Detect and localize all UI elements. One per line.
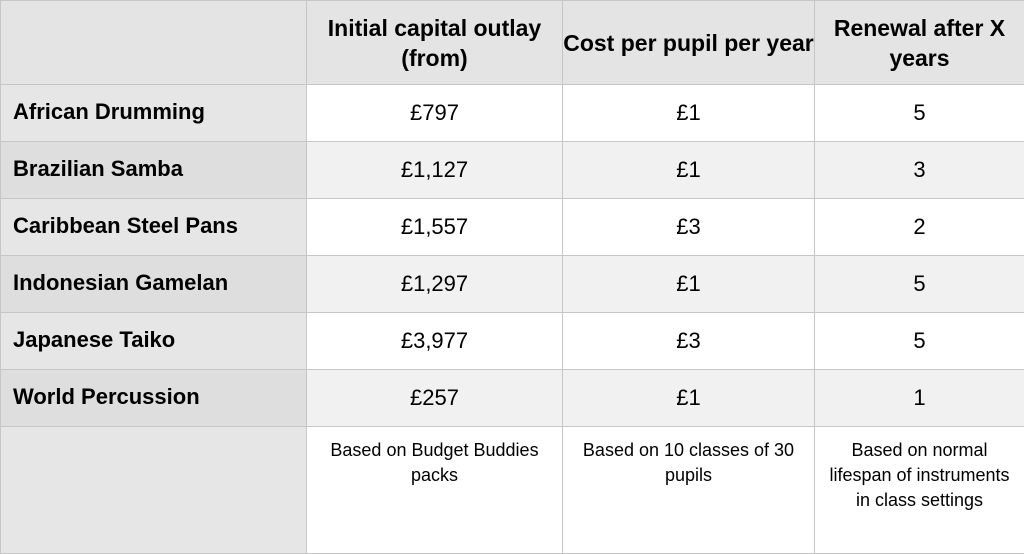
- capital-outlay-cell: £1,557: [307, 199, 563, 256]
- cost-per-pupil-note: Based on 10 classes of 30 pupils: [563, 427, 815, 554]
- column-header-cost-per-pupil: Cost per pupil per year: [563, 1, 815, 85]
- table-row: African Drumming £797 £1 5: [1, 85, 1024, 142]
- row-label: Indonesian Gamelan: [1, 256, 307, 313]
- column-header-capital-outlay: Initial capital outlay (from): [307, 1, 563, 85]
- renewal-cell: 2: [815, 199, 1024, 256]
- capital-outlay-note: Based on Budget Buddies packs: [307, 427, 563, 554]
- renewal-cell: 3: [815, 142, 1024, 199]
- table-row: Brazilian Samba £1,127 £1 3: [1, 142, 1024, 199]
- row-label: Brazilian Samba: [1, 142, 307, 199]
- notes-row: Based on Budget Buddies packs Based on 1…: [1, 427, 1024, 554]
- row-label: African Drumming: [1, 85, 307, 142]
- renewal-note: Based on normal lifespan of instruments …: [815, 427, 1024, 554]
- cost-per-pupil-cell: £1: [563, 370, 815, 427]
- row-label: Japanese Taiko: [1, 313, 307, 370]
- capital-outlay-cell: £3,977: [307, 313, 563, 370]
- cost-per-pupil-cell: £1: [563, 85, 815, 142]
- renewal-cell: 1: [815, 370, 1024, 427]
- cost-per-pupil-cell: £1: [563, 256, 815, 313]
- row-label: World Percussion: [1, 370, 307, 427]
- table-row: Caribbean Steel Pans £1,557 £3 2: [1, 199, 1024, 256]
- renewal-cell: 5: [815, 85, 1024, 142]
- cost-per-pupil-cell: £3: [563, 313, 815, 370]
- capital-outlay-cell: £1,297: [307, 256, 563, 313]
- header-row: Initial capital outlay (from) Cost per p…: [1, 1, 1024, 85]
- table-row: World Percussion £257 £1 1: [1, 370, 1024, 427]
- capital-outlay-cell: £257: [307, 370, 563, 427]
- column-header-renewal: Renewal after X years: [815, 1, 1024, 85]
- cost-per-pupil-cell: £1: [563, 142, 815, 199]
- capital-outlay-cell: £797: [307, 85, 563, 142]
- renewal-cell: 5: [815, 313, 1024, 370]
- capital-outlay-cell: £1,127: [307, 142, 563, 199]
- notes-label-cell: [1, 427, 307, 554]
- renewal-cell: 5: [815, 256, 1024, 313]
- corner-cell: [1, 1, 307, 85]
- cost-per-pupil-cell: £3: [563, 199, 815, 256]
- row-label: Caribbean Steel Pans: [1, 199, 307, 256]
- table-row: Indonesian Gamelan £1,297 £1 5: [1, 256, 1024, 313]
- table-row: Japanese Taiko £3,977 £3 5: [1, 313, 1024, 370]
